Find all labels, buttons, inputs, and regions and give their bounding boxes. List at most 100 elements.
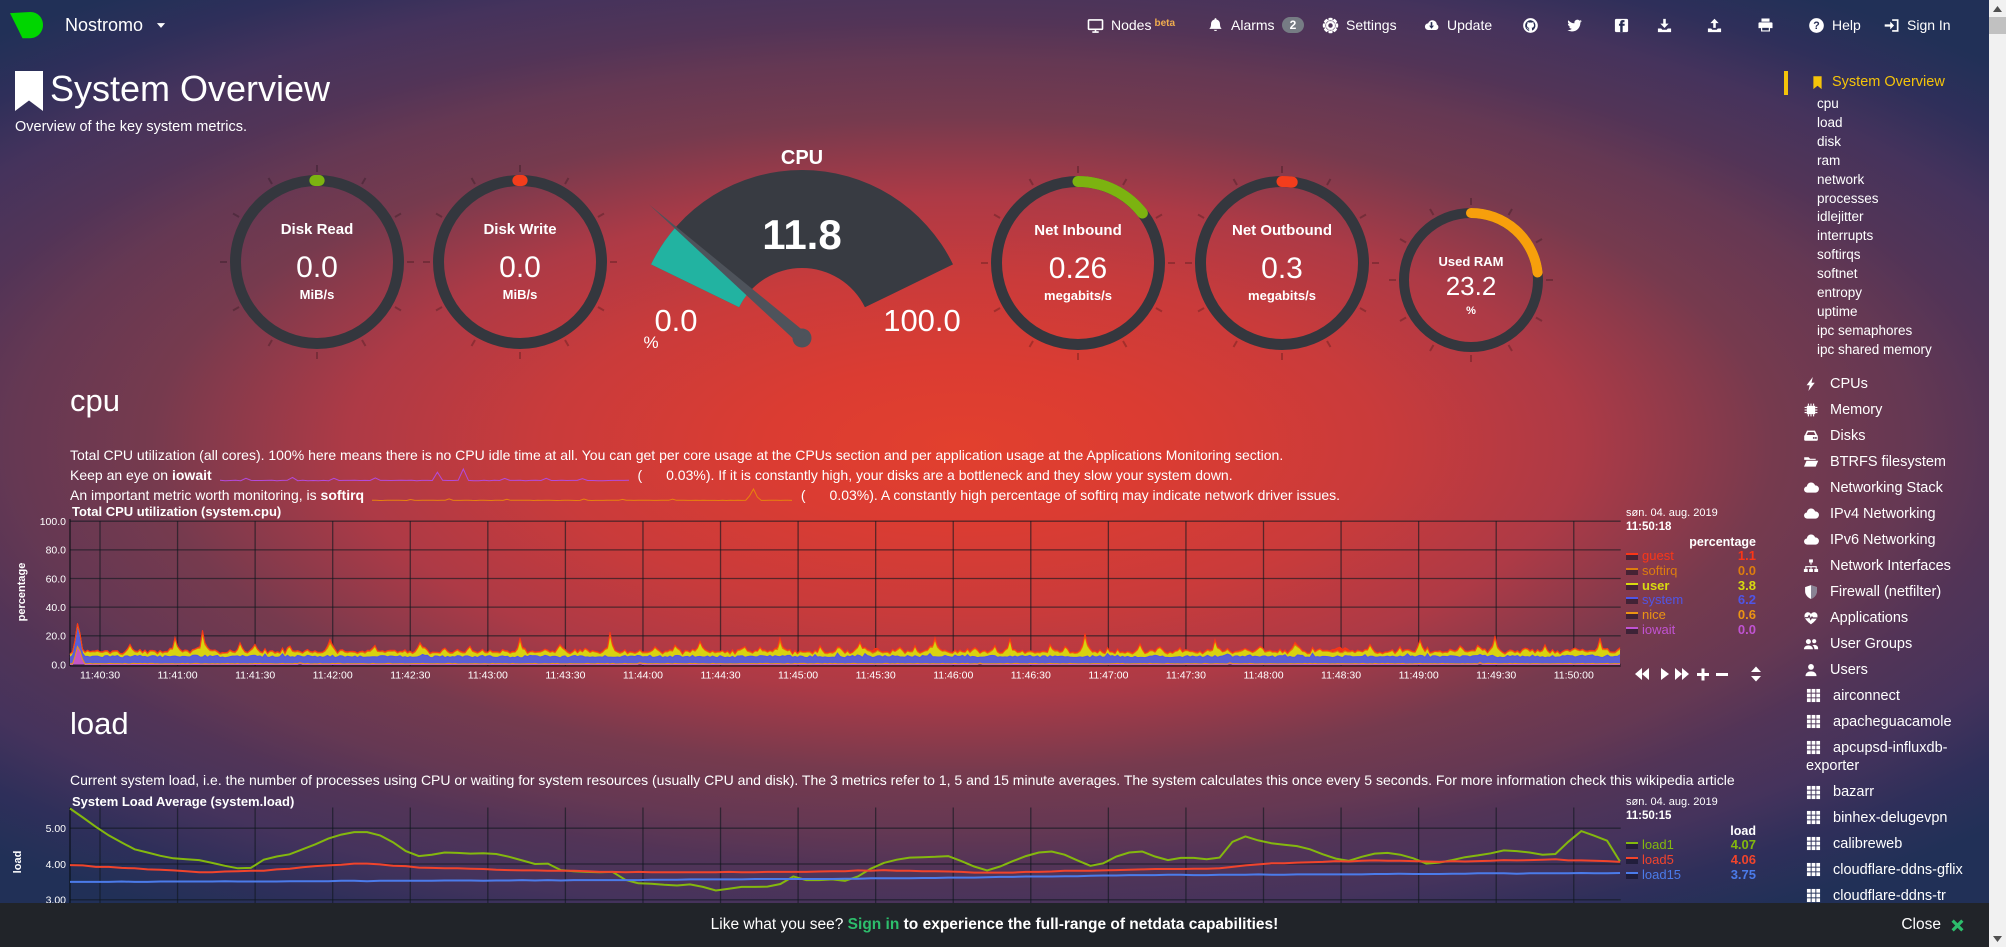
scroll-down-button[interactable] [1989,930,2006,947]
nav-item-label: Update [1447,17,1493,33]
sidebar-subitem-uptime[interactable]: uptime [1817,303,1858,319]
page-title: System Overview [50,68,331,109]
nav-item-facebook[interactable] [1613,0,1630,50]
sidebar-subitem-network[interactable]: network [1817,171,1865,187]
sidebar-subitem-ipc-shared-memory[interactable]: ipc shared memory [1817,341,1932,357]
node-menu[interactable]: Nostromo [10,0,166,50]
nav-item-github[interactable] [1522,0,1539,50]
gauge-disk-write[interactable]: Disk Write 0.0 MiB/s [420,162,620,362]
legend-swatch [1626,553,1638,560]
bookmark-icon [1810,75,1825,90]
sidebar-item-airconnect[interactable]: airconnect [1806,683,1976,709]
legend-row-load5[interactable]: load5 4.06 [1626,851,1756,868]
scrollbar-thumb[interactable] [1989,17,2006,34]
legend-swatch [1626,871,1638,879]
beta-tag: beta [1154,17,1176,29]
line-load5 [69,858,1621,874]
nav-item-alarms[interactable]: Alarms 2 [1207,0,1305,50]
gauge-cpu[interactable]: CPU 11.8 0.0 100.0% [612,130,992,370]
bolt-icon [1803,376,1819,392]
sidebar-subitem-cpu[interactable]: cpu [1817,96,1839,111]
sign-in-link[interactable]: Sign in [847,916,900,933]
legend-row-nice[interactable]: nice 0.6 [1626,607,1756,623]
sidebar-item-firewall-netfilter-[interactable]: Firewall (netfilter) [1803,579,1951,605]
legend-value: 3.75 [1730,866,1756,882]
x-tick-label: 11:40:30 [80,670,120,682]
gauge-used-ram[interactable]: Used RAM 23.2% [1386,195,1556,365]
sidebar-item-system-overview[interactable]: System Overview [1784,71,1989,95]
hostname: Nostromo [65,14,144,35]
sidebar-item-user-groups[interactable]: User Groups [1803,631,1951,657]
sidebar-item-apacheguacamole[interactable]: apacheguacamole [1806,709,1976,735]
sidebar-item-cpus[interactable]: CPUs [1803,371,1951,397]
sidebar-subitem-load[interactable]: load [1817,114,1843,130]
legend-value: 4.06 [1730,851,1756,867]
sidebar-item-network-interfaces[interactable]: Network Interfaces [1803,553,1951,579]
sidebar-item-bazarr[interactable]: bazarr [1806,780,1976,806]
facebook-icon [1613,17,1630,34]
legend-row-softirq[interactable]: softirq 0.0 [1626,563,1756,579]
sidebar-item-ipv4-networking[interactable]: IPv4 Networking [1803,501,1951,527]
gauge-title: Net Inbound [1034,222,1121,239]
sidebar-subitem-processes[interactable]: processes [1817,190,1879,206]
y-tick-label: 0.0 [51,659,66,671]
sidebar-item-cloudflare-ddns-tr[interactable]: cloudflare-ddns-tr [1806,883,1976,909]
gauge-min: 0.0 [654,303,697,338]
gauge-net-inbound[interactable]: Net Inbound 0.26 megabits/s [978,163,1178,363]
x-tick-label: 11:45:00 [778,670,818,682]
softirq-sparkline [371,486,792,503]
cpu-description-line3: An important metric worth monitoring, is… [70,486,1341,503]
nav-item-import-snapshot[interactable] [1656,0,1673,50]
sidebar-item-btrfs-filesystem[interactable]: BTRFS filesystem [1803,449,1951,475]
sidebar-subitem-entropy[interactable]: entropy [1817,285,1863,301]
scroll-up-button[interactable] [1989,0,2006,17]
sidebar-subitem-idlejitter[interactable]: idlejitter [1817,209,1864,225]
sidebar-item-apcupsd-influxdb-exporter[interactable]: apcupsd-influxdb-exporter [1806,739,1948,775]
gauge-net-outbound[interactable]: Net Outbound 0.3 megabits/s [1182,163,1382,363]
sidebar-item-memory[interactable]: Memory [1803,397,1951,423]
sidebar-item-networking-stack[interactable]: Networking Stack [1803,475,1951,501]
gauge-disk-read[interactable]: Disk Read 0.0 MiB/s [217,162,417,362]
sidebar-item-disks[interactable]: Disks [1803,423,1951,449]
nav-item-update[interactable]: Update [1423,0,1492,50]
sidebar-item-ipv6-networking[interactable]: IPv6 Networking [1803,527,1951,553]
sidebar-subitem-softnet[interactable]: softnet [1817,266,1858,282]
sidebar-item-users[interactable]: Users [1803,657,1951,683]
x-tick-label: 11:42:00 [313,670,353,682]
sidebar-item-calibreweb[interactable]: calibreweb [1806,831,1976,857]
nav-item-print[interactable] [1757,0,1774,50]
legend-row-load15[interactable]: load15 3.75 [1626,866,1756,883]
th-icon [1806,862,1821,877]
legend-swatch [1626,567,1638,575]
x-tick-label: 11:47:30 [1166,670,1206,682]
nav-item-nodes[interactable]: Nodes beta [1087,0,1175,50]
legend-row-user[interactable]: user 3.8 [1626,577,1756,594]
banner-close-button[interactable]: Close [1901,903,1965,947]
nav-item-settings[interactable]: Settings [1322,0,1397,50]
sidebar-item-applications[interactable]: Applications [1803,605,1951,631]
legend-row-system[interactable]: system 6.2 [1626,593,1756,608]
sidebar-subitem-disk[interactable]: disk [1817,133,1842,149]
cpu-utilization-chart[interactable]: Total CPU utilization (system.cpu) 100.0 8… [0,500,1790,692]
legend-value: 3.8 [1737,577,1756,593]
sidebar-subitem-ipc-semaphores[interactable]: ipc semaphores [1817,322,1913,338]
th-icon [1806,714,1821,729]
x-tick-label: 11:41:30 [235,670,275,682]
nav-item-sign-in[interactable]: Sign In [1883,0,1951,50]
sidebar-subitem-softirqs[interactable]: softirqs [1817,247,1861,263]
load-average-chart[interactable]: System Load Average (system.load) 5.00 4.0… [0,790,1790,947]
nav-item-help[interactable]: ? Help [1808,0,1861,50]
area-system [70,627,1620,665]
sidebar-subitem-ram[interactable]: ram [1817,152,1841,168]
sidebar-item-binhex-delugevpn[interactable]: binhex-delugevpn [1806,805,1976,831]
legend-row-guest[interactable]: guest 1.1 [1626,548,1756,564]
sidebar-subitem-interrupts[interactable]: interrupts [1817,228,1874,244]
y-tick-label: 5.00 [46,823,67,835]
page-scrollbar[interactable] [1989,0,2006,947]
nav-item-export-snapshot[interactable] [1706,0,1723,50]
nav-item-twitter[interactable] [1566,0,1583,50]
sidebar-item-cloudflare-ddns-gflix[interactable]: cloudflare-ddns-gflix [1806,857,1976,883]
legend-row-load1[interactable]: load1 4.07 [1626,837,1756,853]
area-user [70,624,1620,665]
legend-row-iowait[interactable]: iowait 0.0 [1626,622,1756,638]
